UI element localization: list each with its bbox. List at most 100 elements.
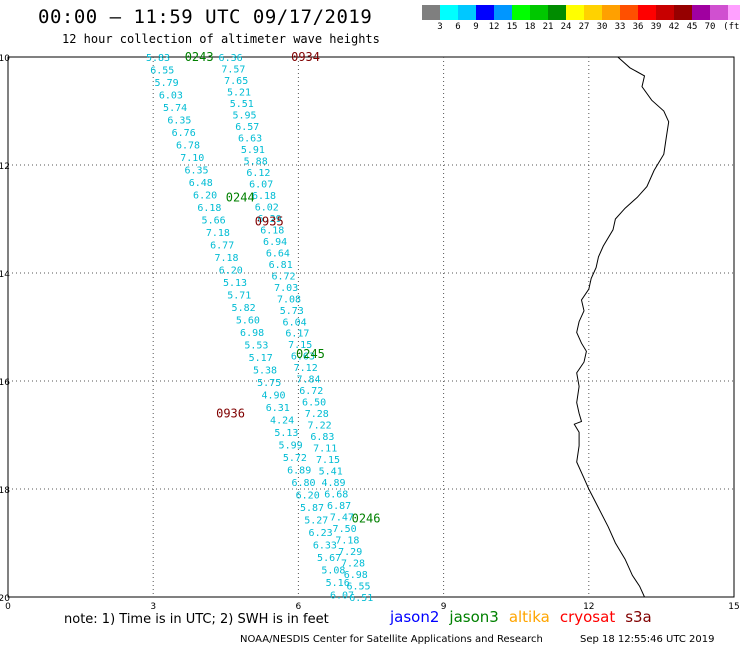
wave-height-label: 6.02 <box>255 202 279 213</box>
wave-height-label: 5.73 <box>280 306 304 317</box>
wave-height-label: 6.98 <box>240 328 264 339</box>
wave-height-label: 6.03 <box>159 91 183 102</box>
wave-height-label: 5.79 <box>155 78 179 89</box>
color-swatch <box>458 5 476 20</box>
wave-height-label: 5.71 <box>227 290 251 301</box>
wave-height-label: 5.83 <box>146 53 170 64</box>
wave-height-label: 6.29 <box>258 214 282 225</box>
color-swatch <box>530 5 548 20</box>
wave-height-label: 5.16 <box>326 578 350 589</box>
y-tick-label: -12 <box>0 162 10 172</box>
wave-height-label: 5.88 <box>244 156 268 167</box>
footnote: note: 1) Time is in UTC; 2) SWH is in fe… <box>64 612 329 627</box>
pass-time-label: 0246 <box>352 512 381 526</box>
wave-height-label: 6.94 <box>263 237 287 248</box>
wave-height-label: 5.82 <box>232 303 256 314</box>
color-swatch <box>566 5 584 20</box>
wave-height-label: 7.10 <box>180 153 204 164</box>
wave-height-label: 5.66 <box>202 215 226 226</box>
wave-height-label: 7.11 <box>313 444 337 455</box>
wave-height-label: 4.24 <box>270 415 294 426</box>
wave-height-label: 6.35 <box>167 116 191 127</box>
legend-item-altika: altika <box>508 608 550 626</box>
wave-height-label: 6.17 <box>285 329 309 340</box>
color-scale-label: 6 <box>455 22 461 32</box>
map-frame <box>7 56 735 598</box>
wave-height-label: 6.63 <box>238 133 262 144</box>
wave-height-label: 6.31 <box>266 403 290 414</box>
satellite-legend: jason2 jason3 altika cryosat s3a <box>390 608 662 626</box>
map-title: 00:00 – 11:59 UTC 09/17/2019 <box>38 6 373 28</box>
wave-height-label: 6.07 <box>249 179 273 190</box>
color-swatch <box>494 5 512 20</box>
x-tick-label: 9 <box>441 602 447 612</box>
wave-height-label: 6.77 <box>210 240 234 251</box>
color-swatch <box>476 5 494 20</box>
wave-height-label: 6.12 <box>246 168 270 179</box>
wave-height-label: 5.91 <box>241 145 265 156</box>
wave-height-label: 6.48 <box>189 178 213 189</box>
wave-height-label: 5.51 <box>230 99 254 110</box>
pass-time-label: 0244 <box>226 190 255 204</box>
wave-height-label: 5.99 <box>279 440 303 451</box>
wave-height-label: 7.22 <box>308 421 332 432</box>
color-swatch <box>638 5 656 20</box>
wave-height-label: 5.87 <box>300 503 324 514</box>
wave-height-label: 6.50 <box>302 398 326 409</box>
color-scale-label: 21 <box>542 22 554 32</box>
color-scale-label: 24 <box>560 22 572 32</box>
color-scale-label: 15 <box>506 22 518 32</box>
wave-height-label: 7.84 <box>296 375 320 386</box>
wave-height-label: 6.63 <box>291 352 315 363</box>
wave-height-label: 7.18 <box>206 228 230 239</box>
color-swatch <box>602 5 620 20</box>
wave-height-label: 6.81 <box>269 260 293 271</box>
wave-height-label: 7.47 <box>330 513 354 524</box>
generated-timestamp: Sep 18 12:55:46 UTC 2019 <box>580 634 715 645</box>
wave-height-label: 7.15 <box>316 455 340 466</box>
wave-height-label: 6.23 <box>309 528 333 539</box>
x-tick-label: 15 <box>728 602 739 612</box>
wave-height-label: 6.36 <box>219 53 243 64</box>
wave-height-label: 6.80 <box>291 478 315 489</box>
wave-height-label: 5.38 <box>253 365 277 376</box>
wave-height-label: 7.03 <box>274 283 298 294</box>
wave-height-label: 6.33 <box>313 540 337 551</box>
color-scale-bar <box>422 5 740 20</box>
wave-height-label: 5.53 <box>244 340 268 351</box>
wave-height-label: 6.98 <box>344 570 368 581</box>
color-scale-label: 45 <box>686 22 698 32</box>
color-scale-label: 30 <box>596 22 608 32</box>
wave-height-label: 5.21 <box>227 88 251 99</box>
legend-item-jason2: jason2 <box>390 608 440 626</box>
wave-height-label: 6.55 <box>150 66 174 77</box>
wave-height-label: 5.08 <box>321 565 345 576</box>
color-swatch <box>710 5 728 20</box>
wave-height-label: 6.51 <box>349 593 373 604</box>
x-tick-label: 3 <box>150 602 156 612</box>
color-swatch <box>584 5 602 20</box>
color-swatch <box>512 5 530 20</box>
wave-height-label: 5.75 <box>257 378 281 389</box>
wave-height-label: 7.57 <box>221 65 245 76</box>
wave-height-label: 5.60 <box>236 315 260 326</box>
wave-height-label: 6.72 <box>299 386 323 397</box>
wave-height-label: 5.13 <box>274 428 298 439</box>
wave-height-label: 6.20 <box>296 490 320 501</box>
wave-height-label: 7.18 <box>214 253 238 264</box>
wave-height-label: 7.29 <box>338 547 362 558</box>
color-scale-label: 42 <box>668 22 680 32</box>
credit-line: NOAA/NESDIS Center for Satellite Applica… <box>240 634 543 645</box>
wave-height-label: 6.78 <box>176 141 200 152</box>
wave-height-label: 6.64 <box>266 248 290 259</box>
wave-height-label: 7.65 <box>224 76 248 87</box>
y-tick-label: -16 <box>0 378 10 388</box>
wave-height-label: 7.28 <box>305 409 329 420</box>
color-scale-label: 39 <box>650 22 662 32</box>
color-swatch <box>422 5 440 20</box>
wave-height-label: 6.20 <box>193 190 217 201</box>
wave-height-label: 7.08 <box>277 294 301 305</box>
pass-time-label: 0934 <box>291 50 320 64</box>
color-scale-label: 27 <box>578 22 590 32</box>
coastline-path <box>573 56 670 598</box>
